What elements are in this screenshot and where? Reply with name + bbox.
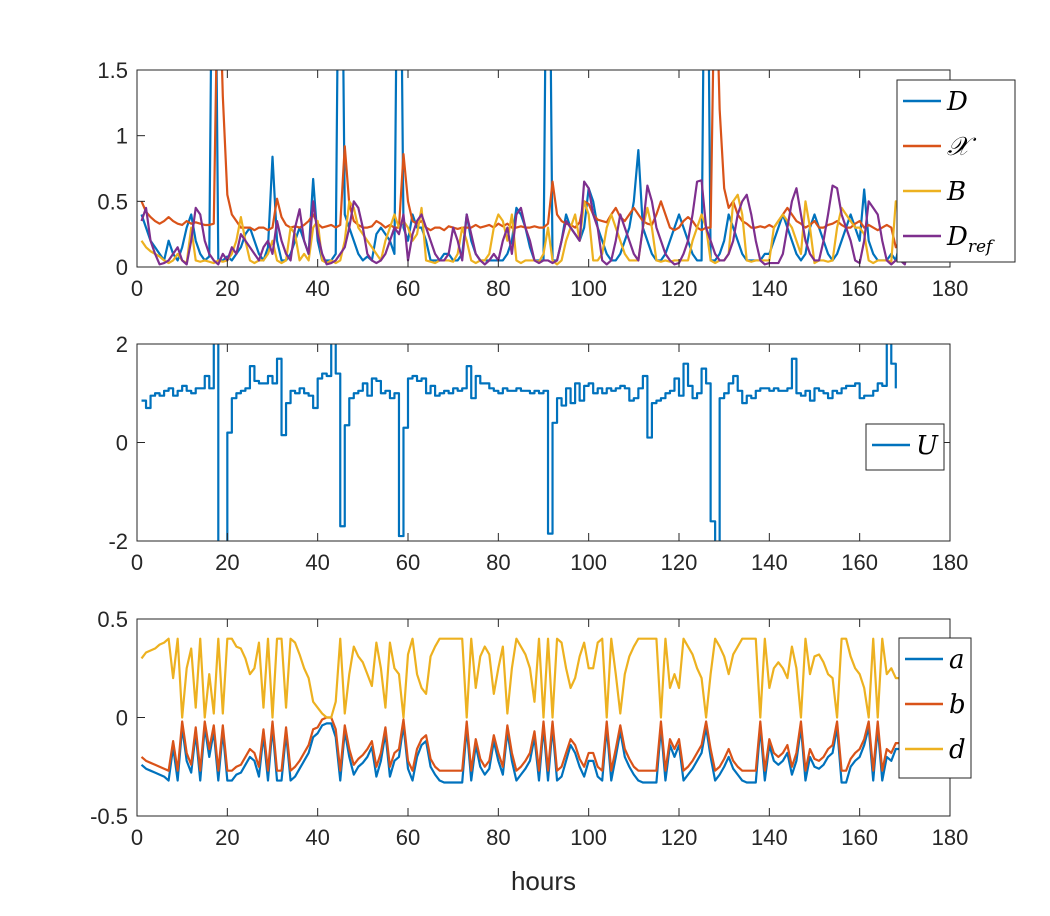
y-tick-label: -0.5 — [90, 804, 128, 829]
legend-box — [865, 423, 945, 471]
series-line-B — [140, 193, 902, 266]
series-group — [140, 637, 901, 784]
legend-label: U — [916, 431, 939, 461]
x-tick-label: 0 — [131, 825, 143, 850]
x-tick-label: 100 — [570, 276, 607, 301]
series-line-U — [141, 344, 897, 541]
legend-label: B — [946, 177, 966, 207]
x-tick-label: 60 — [396, 550, 420, 575]
x-tick-label: 0 — [131, 550, 143, 575]
x-tick-label: 160 — [841, 276, 878, 301]
x-tick-label: 140 — [751, 825, 788, 850]
x-tick-label: 40 — [305, 825, 329, 850]
x-tick-label: 60 — [396, 276, 420, 301]
x-tick-label: 100 — [570, 825, 607, 850]
x-tick-label: 180 — [932, 550, 969, 575]
series-group — [140, 70, 915, 266]
plot-area — [136, 343, 951, 542]
x-tick-label: 160 — [841, 550, 878, 575]
x-tick-label: 80 — [486, 825, 510, 850]
legend-label: D — [946, 87, 968, 117]
series-line-a — [140, 722, 901, 784]
y-tick-label: 0 — [116, 255, 128, 280]
series-group — [141, 344, 897, 541]
x-tick-label: 20 — [215, 550, 239, 575]
x-tick-label: 20 — [215, 825, 239, 850]
x-tick-label: 20 — [215, 276, 239, 301]
x-tick-label: 140 — [751, 550, 788, 575]
x-tick-label: 120 — [661, 276, 698, 301]
x-tick-label: 40 — [305, 276, 329, 301]
x-tick-label: 180 — [932, 825, 969, 850]
y-tick-label: 1 — [116, 124, 128, 149]
y-tick-label: 0 — [116, 431, 128, 456]
x-tick-label: 100 — [570, 550, 607, 575]
x-tick-label: 120 — [661, 550, 698, 575]
legend-label: d — [949, 735, 966, 765]
y-tick-label: 0.5 — [97, 607, 128, 632]
y-tick-label: 0 — [116, 706, 128, 731]
y-tick-label: 2 — [116, 332, 128, 357]
legend-label: a — [949, 645, 965, 675]
legend: abd — [898, 637, 972, 779]
x-tick-label: 40 — [305, 550, 329, 575]
x-tick-label: 140 — [751, 276, 788, 301]
x-tick-label: 160 — [841, 825, 878, 850]
x-axis-label: hours — [511, 866, 576, 896]
legend: U — [865, 423, 945, 471]
series-line-D_ref — [140, 179, 915, 266]
x-tick-label: 0 — [131, 276, 143, 301]
series-line-b — [140, 716, 901, 772]
legend-box — [896, 79, 1016, 263]
x-tick-label: 120 — [661, 825, 698, 850]
series-line-d — [140, 637, 901, 719]
y-tick-label: -2 — [108, 529, 128, 554]
legend-box — [898, 637, 972, 779]
x-tick-label: 80 — [486, 276, 510, 301]
legend-label: b — [949, 690, 966, 720]
x-tick-label: 180 — [932, 276, 969, 301]
y-tick-label: 0.5 — [97, 189, 128, 214]
x-tick-label: 60 — [396, 825, 420, 850]
x-tick-label: 80 — [486, 550, 510, 575]
y-tick-label: 1.5 — [97, 58, 128, 83]
